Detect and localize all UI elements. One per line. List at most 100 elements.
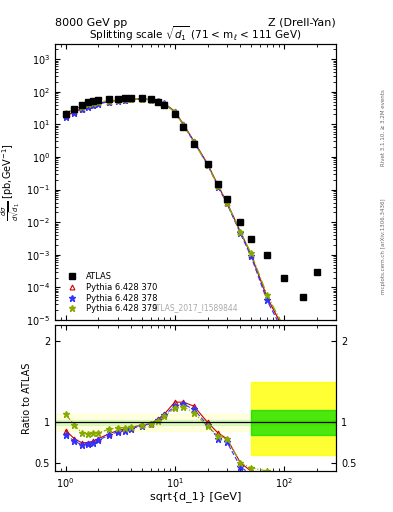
Pythia 6.428 378 [140,96,144,102]
Pythia 6.428 378 [205,162,210,168]
Pythia 6.428 370 [96,100,101,106]
Pythia 6.428 378 [96,100,101,106]
Pythia 6.428 379 [162,100,167,106]
Pythia 6.428 370 [238,229,243,235]
Pythia 6.428 370 [115,97,120,103]
Pythia 6.428 378 [173,109,177,115]
Text: Rivet 3.1.10, ≥ 3.2M events: Rivet 3.1.10, ≥ 3.2M events [381,90,386,166]
Pythia 6.428 370 [224,200,229,206]
Text: ATLAS_2017_I1589844: ATLAS_2017_I1589844 [152,303,239,312]
Pythia 6.428 378 [91,102,96,108]
Pythia 6.428 379 [264,291,269,297]
Pythia 6.428 378 [181,121,186,127]
Pythia 6.428 379 [281,324,286,330]
Pythia 6.428 379 [91,100,96,106]
ATLAS [264,252,269,258]
Pythia 6.428 378 [264,297,269,304]
Pythia 6.428 378 [115,98,120,104]
Pythia 6.428 379 [63,110,68,116]
Pythia 6.428 379 [173,109,177,115]
ATLAS [224,196,229,202]
Pythia 6.428 378 [216,184,220,190]
ATLAS [129,95,134,101]
Pythia 6.428 378 [129,96,134,102]
ATLAS [314,269,319,275]
Pythia 6.428 378 [314,376,319,382]
X-axis label: sqrt{d_1} [GeV]: sqrt{d_1} [GeV] [150,491,241,502]
Pythia 6.428 370 [205,161,210,167]
Pythia 6.428 370 [162,100,167,106]
Line: ATLAS: ATLAS [62,95,320,301]
Pythia 6.428 379 [148,97,153,103]
Pythia 6.428 378 [301,362,305,369]
Pythia 6.428 379 [107,98,111,104]
Pythia 6.428 370 [301,359,305,366]
Pythia 6.428 370 [123,97,127,103]
Pythia 6.428 379 [224,200,229,206]
ATLAS [115,96,120,102]
Pythia 6.428 370 [140,96,144,102]
Y-axis label: $\frac{d\sigma}{d\sqrt{d_1}}$ [pb,GeV$^{-1}$]: $\frac{d\sigma}{d\sqrt{d_1}}$ [pb,GeV$^{… [0,143,23,221]
ATLAS [173,112,177,118]
Pythia 6.428 378 [192,139,196,145]
Pythia 6.428 370 [173,108,177,114]
Legend: ATLAS, Pythia 6.428 370, Pythia 6.428 378, Pythia 6.428 379: ATLAS, Pythia 6.428 370, Pythia 6.428 37… [59,270,160,316]
ATLAS [301,294,305,300]
Pythia 6.428 378 [238,230,243,237]
ATLAS [63,112,68,118]
ATLAS [79,101,84,108]
Pythia 6.428 370 [216,183,220,189]
ATLAS [156,98,160,104]
Pythia 6.428 370 [79,105,84,112]
ATLAS [249,236,253,242]
ATLAS [181,124,186,131]
ATLAS [107,96,111,102]
Pythia 6.428 370 [91,101,96,108]
Pythia 6.428 379 [181,122,186,128]
Pythia 6.428 370 [181,121,186,127]
Text: 8000 GeV pp: 8000 GeV pp [55,18,127,28]
Pythia 6.428 370 [264,294,269,300]
Text: mcplots.cern.ch [arXiv:1306.3436]: mcplots.cern.ch [arXiv:1306.3436] [381,198,386,293]
Pythia 6.428 379 [86,101,90,108]
Pythia 6.428 378 [156,98,160,104]
Pythia 6.428 370 [63,113,68,119]
Text: Z (Drell-Yan): Z (Drell-Yan) [268,18,336,28]
ATLAS [205,161,210,167]
Pythia 6.428 379 [115,97,120,103]
Pythia 6.428 378 [107,99,111,105]
ATLAS [72,105,77,112]
Line: Pythia 6.428 370: Pythia 6.428 370 [63,96,319,378]
Pythia 6.428 378 [63,114,68,120]
Line: Pythia 6.428 379: Pythia 6.428 379 [62,96,306,363]
ATLAS [162,101,167,108]
Pythia 6.428 378 [79,106,84,112]
Pythia 6.428 379 [216,183,220,189]
Pythia 6.428 370 [156,98,160,104]
Line: Pythia 6.428 378: Pythia 6.428 378 [62,96,320,382]
Pythia 6.428 370 [86,103,90,109]
ATLAS [96,97,101,103]
Pythia 6.428 378 [224,200,229,206]
Pythia 6.428 379 [249,250,253,257]
ATLAS [123,95,127,101]
Pythia 6.428 378 [249,253,253,260]
Pythia 6.428 379 [96,99,101,105]
Pythia 6.428 370 [129,96,134,102]
Pythia 6.428 378 [148,97,153,103]
Pythia 6.428 379 [301,357,305,363]
Pythia 6.428 378 [281,330,286,336]
ATLAS [140,95,144,101]
Pythia 6.428 378 [86,103,90,110]
Pythia 6.428 379 [123,96,127,102]
Title: Splitting scale $\sqrt{d_1}$ (71 < m$_\ell$ < 111 GeV): Splitting scale $\sqrt{d_1}$ (71 < m$_\e… [89,25,302,44]
Y-axis label: Ratio to ATLAS: Ratio to ATLAS [22,362,32,434]
Pythia 6.428 370 [281,327,286,333]
Pythia 6.428 370 [107,98,111,104]
ATLAS [91,98,96,104]
ATLAS [238,219,243,225]
ATLAS [148,96,153,102]
Pythia 6.428 370 [72,109,77,115]
ATLAS [86,99,90,105]
Pythia 6.428 379 [192,139,196,145]
